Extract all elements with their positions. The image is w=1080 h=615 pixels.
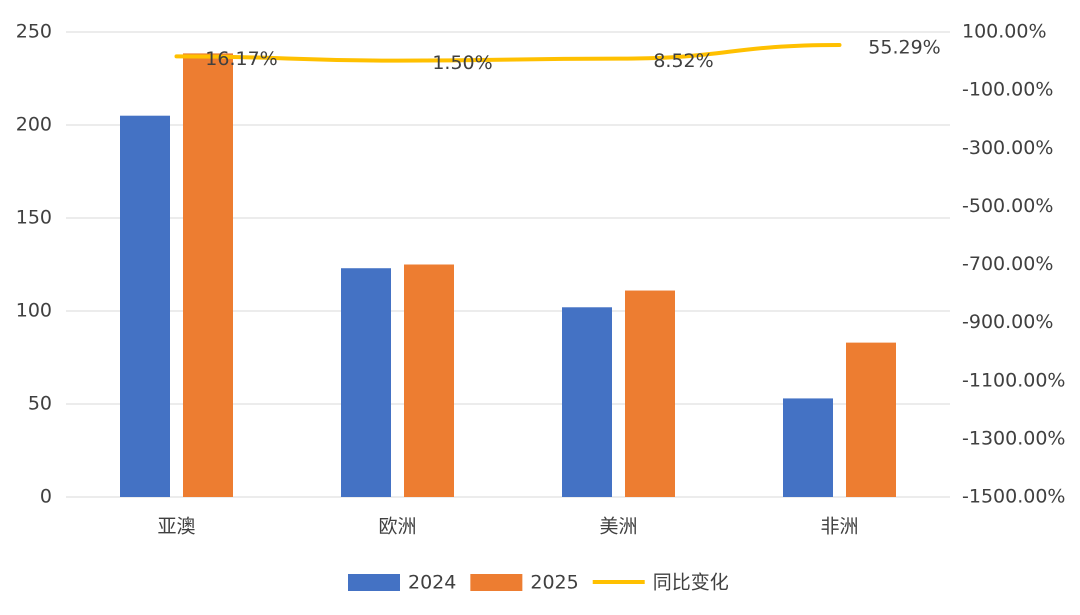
legend-swatch <box>470 574 523 591</box>
y-tick-label: 250 <box>16 21 52 43</box>
x-tick-label: 美洲 <box>599 516 637 538</box>
line-series <box>174 42 842 63</box>
bar <box>846 342 896 497</box>
x-tick-label: 非洲 <box>820 516 858 538</box>
legend-label: 同比变化 <box>653 572 729 594</box>
data-label: 16.17% <box>205 48 277 70</box>
y-tick-label: 100 <box>16 300 52 322</box>
data-label: 55.29% <box>868 36 940 58</box>
y2-tick-label: -700.00% <box>962 253 1053 275</box>
x-tick-label: 欧洲 <box>378 516 416 538</box>
bar <box>404 264 454 497</box>
y2-tick-label: -1500.00% <box>962 486 1065 508</box>
y2-tick-label: -500.00% <box>962 195 1053 217</box>
legend-label: 2025 <box>530 572 578 594</box>
bar <box>562 307 612 497</box>
x-tick-label: 亚澳 <box>157 516 195 538</box>
y-tick-label: 200 <box>16 114 52 136</box>
y-tick-label: 0 <box>40 486 52 508</box>
bar <box>783 398 833 497</box>
y2-tick-label: -300.00% <box>962 137 1053 159</box>
y2-tick-label: -1300.00% <box>962 427 1065 449</box>
y2-tick-label: 100.00% <box>962 21 1047 43</box>
data-label: 1.50% <box>432 52 492 74</box>
bar <box>341 268 391 497</box>
bar <box>120 115 170 497</box>
legend-swatch <box>348 574 400 591</box>
y-tick-label: 50 <box>28 393 52 415</box>
data-label: 8.52% <box>653 50 713 72</box>
bar <box>625 290 675 497</box>
y2-tick-label: -1100.00% <box>962 369 1065 391</box>
bar <box>183 53 233 497</box>
legend-label: 2024 <box>408 572 456 594</box>
y2-tick-label: -900.00% <box>962 311 1053 333</box>
y2-tick-label: -100.00% <box>962 79 1053 101</box>
y-tick-label: 150 <box>16 207 52 229</box>
